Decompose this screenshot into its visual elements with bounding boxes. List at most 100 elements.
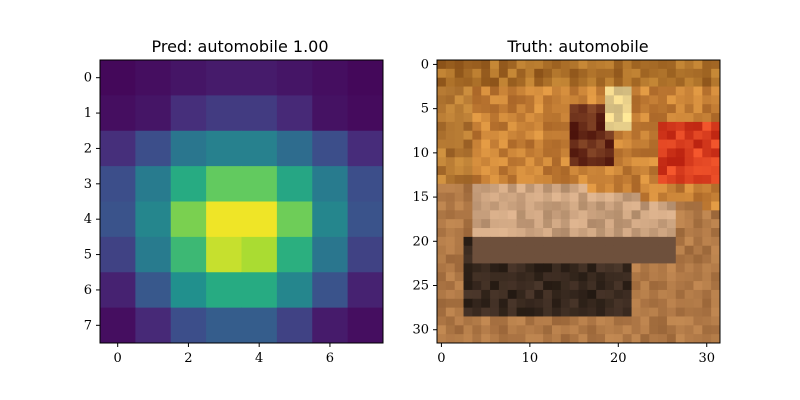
image-pixel bbox=[631, 157, 641, 167]
image-pixel bbox=[445, 307, 456, 317]
heatmap-cell bbox=[206, 272, 243, 309]
heatmap-cell bbox=[312, 236, 349, 273]
image-pixel bbox=[437, 192, 447, 202]
image-pixel bbox=[666, 104, 677, 114]
image-pixel bbox=[605, 139, 615, 149]
image-pixel bbox=[551, 298, 562, 309]
image-pixel bbox=[454, 245, 465, 256]
image-pixel bbox=[481, 77, 491, 88]
heatmap-cell bbox=[241, 201, 278, 238]
image-pixel bbox=[481, 60, 491, 70]
image-pixel bbox=[525, 121, 535, 132]
image-pixel bbox=[516, 86, 526, 96]
image-pixel bbox=[543, 60, 553, 70]
image-pixel bbox=[454, 174, 465, 185]
image-pixel bbox=[640, 148, 650, 158]
image-pixel bbox=[613, 86, 624, 96]
image-pixel bbox=[472, 113, 482, 123]
image-pixel bbox=[711, 86, 721, 96]
image-pixel bbox=[543, 201, 553, 211]
image-pixel bbox=[658, 298, 668, 309]
image-pixel bbox=[498, 316, 509, 326]
image-pixel bbox=[702, 183, 712, 194]
image-pixel bbox=[666, 210, 677, 220]
image-pixel bbox=[693, 254, 703, 264]
image-pixel bbox=[587, 95, 597, 105]
image-pixel bbox=[498, 130, 509, 141]
image-pixel bbox=[587, 104, 597, 114]
image-pixel bbox=[569, 113, 579, 123]
image-pixel bbox=[622, 307, 633, 317]
image-pixel bbox=[587, 60, 597, 70]
image-pixel bbox=[631, 121, 641, 132]
image-pixel bbox=[463, 325, 473, 335]
image-pixel bbox=[587, 183, 597, 194]
image-pixel bbox=[631, 298, 641, 309]
image-panel-truth: Truth: automobile 0 10 20 30 0 5 10 15 20 25 30 bbox=[412, 37, 721, 366]
image-pixel bbox=[702, 95, 712, 105]
image-pixel bbox=[596, 245, 606, 256]
image-pixel bbox=[534, 307, 544, 317]
image-pixel bbox=[675, 254, 686, 264]
image-pixel bbox=[463, 166, 473, 176]
image-pixel bbox=[463, 228, 473, 238]
image-pixel bbox=[613, 157, 624, 167]
image-pixel bbox=[472, 325, 482, 335]
image-pixel bbox=[454, 121, 465, 132]
image-pixel bbox=[454, 157, 465, 167]
image-pixel bbox=[437, 254, 447, 264]
image-pixel bbox=[613, 183, 624, 194]
image-pixel bbox=[658, 68, 668, 79]
image-pixel bbox=[640, 210, 650, 220]
image-pixel bbox=[631, 316, 641, 326]
image-pixel bbox=[560, 166, 571, 176]
image-pixel bbox=[490, 316, 500, 326]
image-pixel bbox=[507, 166, 518, 176]
image-pixel bbox=[463, 86, 473, 96]
image-pixel bbox=[596, 77, 606, 88]
y-tick-label: 0 bbox=[421, 57, 429, 72]
image-pixel bbox=[445, 68, 456, 79]
image-pixel bbox=[472, 130, 482, 141]
image-pixel bbox=[684, 139, 694, 149]
image-pixel bbox=[507, 334, 518, 344]
image-pixel bbox=[693, 236, 703, 247]
image-pixel bbox=[569, 104, 579, 114]
image-pixel bbox=[587, 86, 597, 96]
image-pixel bbox=[631, 210, 641, 220]
image-pixel bbox=[684, 68, 694, 79]
image-pixel bbox=[587, 245, 597, 256]
heatmap-cell bbox=[135, 201, 172, 238]
image-pixel bbox=[605, 316, 615, 326]
image-pixel bbox=[454, 139, 465, 149]
image-pixel bbox=[613, 201, 624, 211]
image-pixel bbox=[472, 254, 482, 264]
image-pixel bbox=[534, 272, 544, 282]
heatmap-cell bbox=[100, 95, 136, 132]
image-pixel bbox=[702, 254, 712, 264]
image-pixel bbox=[445, 77, 456, 88]
image-pixel bbox=[507, 77, 518, 88]
image-pixel bbox=[437, 272, 447, 282]
heatmap-cell bbox=[276, 272, 313, 309]
image-pixel bbox=[605, 86, 615, 96]
image-pixel bbox=[640, 104, 650, 114]
image-pixel bbox=[684, 325, 694, 335]
image-pixel bbox=[525, 130, 535, 141]
image-pixel bbox=[587, 130, 597, 141]
image-pixel bbox=[649, 148, 659, 158]
image-pixel bbox=[445, 298, 456, 309]
image-pixel bbox=[596, 263, 606, 273]
image-pixel bbox=[472, 95, 482, 105]
image-pixel bbox=[454, 210, 465, 220]
image-pixel bbox=[666, 157, 677, 167]
y-tick-label: 10 bbox=[412, 146, 429, 161]
image-pixel bbox=[658, 95, 668, 105]
image-pixel bbox=[490, 201, 500, 211]
image-pixel bbox=[560, 68, 571, 79]
image-pixel bbox=[675, 307, 686, 317]
image-pixel bbox=[454, 166, 465, 176]
image-pixel bbox=[551, 166, 562, 176]
image-pixel bbox=[631, 219, 641, 229]
image-pixel bbox=[640, 289, 650, 300]
